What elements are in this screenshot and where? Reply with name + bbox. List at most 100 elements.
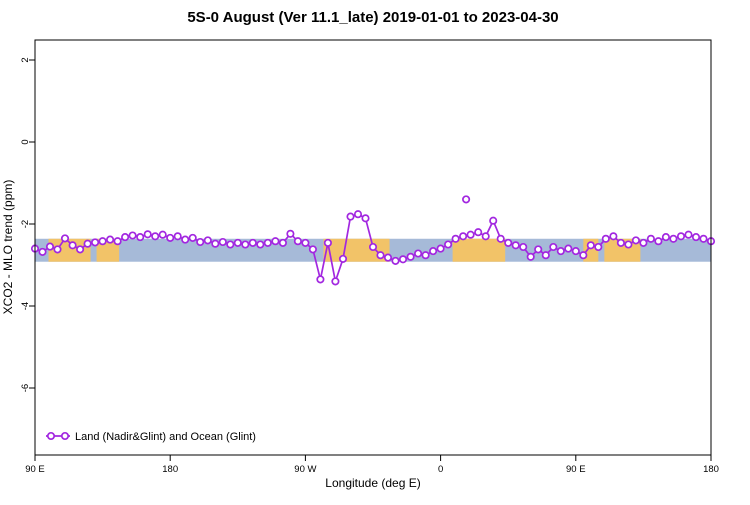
data-point: [444, 240, 453, 249]
x-tick-label: 90 W: [294, 464, 316, 475]
data-point: [98, 237, 107, 246]
data-point: [406, 252, 415, 261]
data-point: [609, 232, 618, 241]
data-point: [151, 232, 160, 241]
data-point: [481, 232, 490, 241]
data-point: [624, 240, 633, 249]
data-point: [654, 237, 663, 246]
data-point: [541, 251, 550, 260]
data-point: [519, 242, 528, 252]
data-point: [601, 234, 610, 243]
data-point: [474, 228, 483, 237]
data-point: [106, 235, 115, 244]
data-point: [53, 245, 62, 254]
data-point: [429, 247, 438, 256]
data-point: [586, 241, 595, 250]
data-point: [45, 242, 55, 251]
data-point: [166, 233, 175, 242]
data-point: [203, 236, 212, 245]
data-point: [511, 241, 520, 250]
data-point: [556, 247, 565, 256]
data-point: [368, 242, 378, 252]
legend-label: Land (Nadir&Glint) and Ocean (Glint): [75, 431, 256, 443]
data-point: [196, 237, 205, 247]
data-point: [571, 247, 580, 256]
data-point: [316, 275, 325, 284]
data-point: [218, 237, 227, 247]
data-point: [256, 240, 265, 249]
data-point: [331, 277, 340, 286]
data-point: [383, 253, 393, 262]
data-point: [398, 255, 408, 264]
y-tick-label: -2: [20, 220, 31, 228]
data-point: [489, 216, 498, 225]
data-point: [414, 249, 423, 258]
data-point: [616, 238, 625, 247]
data-point: [181, 235, 190, 244]
data-point: [466, 230, 475, 239]
data-point: [579, 251, 588, 260]
data-point: [534, 245, 543, 254]
outlier-point: [462, 195, 471, 204]
data-point: [496, 234, 505, 243]
data-point: [594, 242, 603, 252]
data-point: [233, 238, 242, 247]
x-tick-label: 90 E: [25, 464, 45, 475]
data-point: [549, 242, 558, 252]
plot-border: [34, 39, 712, 456]
y-tick-label: 0: [20, 139, 31, 144]
y-tick-label: -6: [20, 384, 31, 392]
data-point: [301, 238, 310, 247]
data-point: [564, 244, 573, 253]
data-point: [669, 234, 678, 243]
data-point: [353, 210, 363, 219]
data-point: [639, 238, 648, 247]
data-point: [504, 238, 513, 247]
x-tick-label: 180: [162, 464, 178, 475]
data-point: [676, 232, 686, 241]
data-point: [391, 256, 400, 265]
data-point: [451, 234, 460, 243]
data-point: [91, 238, 100, 247]
data-point: [293, 237, 302, 246]
legend-marker-icon: [46, 431, 56, 441]
legend: Land (Nadir&Glint) and Ocean (Glint): [46, 431, 256, 443]
data-point: [83, 239, 92, 248]
data-point: [263, 238, 272, 247]
data-point: [278, 238, 287, 247]
y-axis-title: XCO2 - MLO trend (ppm): [1, 180, 15, 315]
land-patch: [48, 238, 91, 262]
data-point: [143, 230, 152, 239]
data-point: [646, 234, 655, 243]
data-point: [631, 236, 640, 245]
data-point: [38, 247, 47, 256]
data-point: [241, 240, 250, 249]
data-point: [226, 240, 235, 249]
data-point: [211, 239, 220, 248]
data-point: [188, 233, 197, 242]
x-tick-label: 180: [703, 464, 719, 475]
data-point: [346, 212, 355, 221]
data-point: [286, 229, 295, 238]
data-point: [248, 238, 257, 247]
x-tick-label: 90 E: [566, 464, 586, 475]
data-point: [173, 232, 182, 241]
data-point: [128, 231, 137, 240]
data-point: [271, 237, 280, 246]
chart-title: 5S-0 August (Ver 11.1_late) 2019-01-01 t…: [187, 9, 558, 26]
land-patch: [452, 238, 506, 262]
data-point: [338, 254, 348, 263]
data-point: [60, 234, 70, 243]
data-point: [436, 244, 445, 253]
x-tick-label: 0: [438, 464, 443, 475]
legend-marker-icon: [60, 431, 70, 441]
data-point: [113, 237, 122, 246]
data-point: [76, 245, 85, 254]
data-point: [308, 245, 317, 254]
data-point: [526, 252, 535, 261]
data-point: [684, 230, 693, 239]
data-point: [699, 234, 708, 243]
data-point: [376, 251, 385, 260]
